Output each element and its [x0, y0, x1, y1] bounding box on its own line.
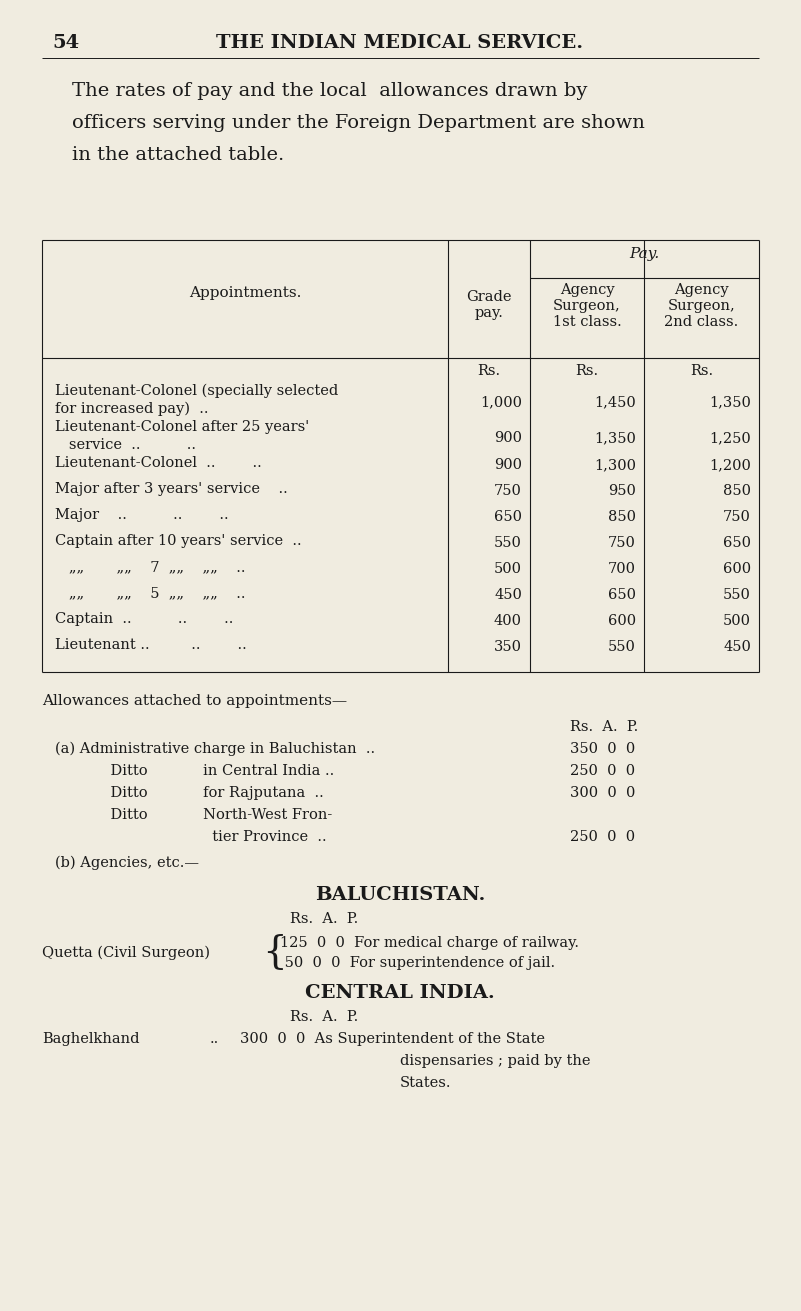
Text: Lieutenant-Colonel (specially selected: Lieutenant-Colonel (specially selected — [55, 384, 338, 399]
Text: 750: 750 — [494, 484, 522, 498]
Text: 300  0  0: 300 0 0 — [570, 787, 635, 800]
Text: {: { — [262, 933, 287, 970]
Text: Ditto            in Central India ..: Ditto in Central India .. — [55, 764, 334, 777]
Text: ..: .. — [210, 1032, 219, 1046]
Text: 600: 600 — [723, 562, 751, 576]
Text: 300  0  0  As Superintendent of the State: 300 0 0 As Superintendent of the State — [240, 1032, 545, 1046]
Text: Allowances attached to appointments—: Allowances attached to appointments— — [42, 694, 347, 708]
Text: 950: 950 — [608, 484, 636, 498]
Text: 500: 500 — [494, 562, 522, 576]
Text: 900: 900 — [494, 458, 522, 472]
Text: Lieutenant-Colonel  ..        ..: Lieutenant-Colonel .. .. — [55, 456, 262, 471]
Text: THE INDIAN MEDICAL SERVICE.: THE INDIAN MEDICAL SERVICE. — [216, 34, 584, 52]
Text: (a) Administrative charge in Baluchistan  ..: (a) Administrative charge in Baluchistan… — [55, 742, 375, 756]
Text: „„       „„    5  „„    „„    ..: „„ „„ 5 „„ „„ .. — [55, 586, 245, 600]
Text: 900: 900 — [494, 431, 522, 444]
Text: 850: 850 — [723, 484, 751, 498]
Text: 1,200: 1,200 — [709, 458, 751, 472]
Text: States.: States. — [400, 1076, 452, 1089]
Text: 650: 650 — [608, 589, 636, 602]
Text: 750: 750 — [608, 536, 636, 551]
Text: Lieutenant ..         ..        ..: Lieutenant .. .. .. — [55, 638, 247, 652]
Text: Captain  ..          ..        ..: Captain .. .. .. — [55, 612, 233, 625]
Text: „„       „„    7  „„    „„    ..: „„ „„ 7 „„ „„ .. — [55, 560, 245, 574]
Text: 250  0  0: 250 0 0 — [570, 764, 635, 777]
Text: 650: 650 — [494, 510, 522, 524]
Text: Quetta (Civil Surgeon): Quetta (Civil Surgeon) — [42, 947, 210, 961]
Text: 550: 550 — [608, 640, 636, 654]
Text: 250  0  0: 250 0 0 — [570, 830, 635, 844]
Text: officers serving under the Foreign Department are shown: officers serving under the Foreign Depar… — [72, 114, 645, 132]
Text: 1,350: 1,350 — [709, 395, 751, 409]
Text: Rs.: Rs. — [477, 364, 501, 378]
Text: 500: 500 — [723, 614, 751, 628]
Text: Agency
Surgeon,
1st class.: Agency Surgeon, 1st class. — [553, 283, 622, 329]
Text: 54: 54 — [52, 34, 79, 52]
Text: The rates of pay and the local  allowances drawn by: The rates of pay and the local allowance… — [72, 83, 587, 100]
Text: Rs.: Rs. — [690, 364, 713, 378]
Text: (b) Agencies, etc.—: (b) Agencies, etc.— — [55, 856, 199, 871]
Text: Rs.  A.  P.: Rs. A. P. — [290, 912, 358, 926]
Text: 600: 600 — [608, 614, 636, 628]
Text: Lieutenant-Colonel after 25 years': Lieutenant-Colonel after 25 years' — [55, 420, 309, 434]
Text: 1,000: 1,000 — [480, 395, 522, 409]
Text: 650: 650 — [723, 536, 751, 551]
Text: for increased pay)  ..: for increased pay) .. — [55, 402, 208, 417]
Text: CENTRAL INDIA.: CENTRAL INDIA. — [305, 985, 495, 1002]
Text: 350: 350 — [494, 640, 522, 654]
Text: Rs.  A.  P.: Rs. A. P. — [290, 1009, 358, 1024]
Text: 125  0  0  For medical charge of railway.: 125 0 0 For medical charge of railway. — [280, 936, 579, 950]
Text: Rs.: Rs. — [575, 364, 598, 378]
Text: in the attached table.: in the attached table. — [72, 146, 284, 164]
Text: 1,450: 1,450 — [594, 395, 636, 409]
Text: 50  0  0  For superintendence of jail.: 50 0 0 For superintendence of jail. — [280, 956, 555, 970]
Text: Appointments.: Appointments. — [189, 286, 301, 300]
Text: 550: 550 — [494, 536, 522, 551]
Text: 750: 750 — [723, 510, 751, 524]
Text: 350  0  0: 350 0 0 — [570, 742, 635, 756]
Text: Baghelkhand: Baghelkhand — [42, 1032, 139, 1046]
Text: Major    ..          ..        ..: Major .. .. .. — [55, 507, 228, 522]
Text: Agency
Surgeon,
2nd class.: Agency Surgeon, 2nd class. — [664, 283, 739, 329]
Text: dispensaries ; paid by the: dispensaries ; paid by the — [400, 1054, 590, 1068]
Text: 1,250: 1,250 — [709, 431, 751, 444]
Text: tier Province  ..: tier Province .. — [55, 830, 327, 844]
Text: Grade
pay.: Grade pay. — [466, 290, 512, 320]
Text: Pay.: Pay. — [630, 246, 660, 261]
Text: 450: 450 — [494, 589, 522, 602]
Text: Captain after 10 years' service  ..: Captain after 10 years' service .. — [55, 534, 302, 548]
Text: Ditto            North-West Fron-: Ditto North-West Fron- — [55, 808, 332, 822]
Text: 450: 450 — [723, 640, 751, 654]
Text: service  ..          ..: service .. .. — [55, 438, 196, 452]
Text: Ditto            for Rajputana  ..: Ditto for Rajputana .. — [55, 787, 324, 800]
Text: BALUCHISTAN.: BALUCHISTAN. — [315, 886, 485, 905]
Text: 1,300: 1,300 — [594, 458, 636, 472]
Text: 1,350: 1,350 — [594, 431, 636, 444]
Text: 850: 850 — [608, 510, 636, 524]
Text: 400: 400 — [494, 614, 522, 628]
Text: 550: 550 — [723, 589, 751, 602]
Text: Major after 3 years' service    ..: Major after 3 years' service .. — [55, 482, 288, 496]
Text: 700: 700 — [608, 562, 636, 576]
Text: Rs.  A.  P.: Rs. A. P. — [570, 720, 638, 734]
